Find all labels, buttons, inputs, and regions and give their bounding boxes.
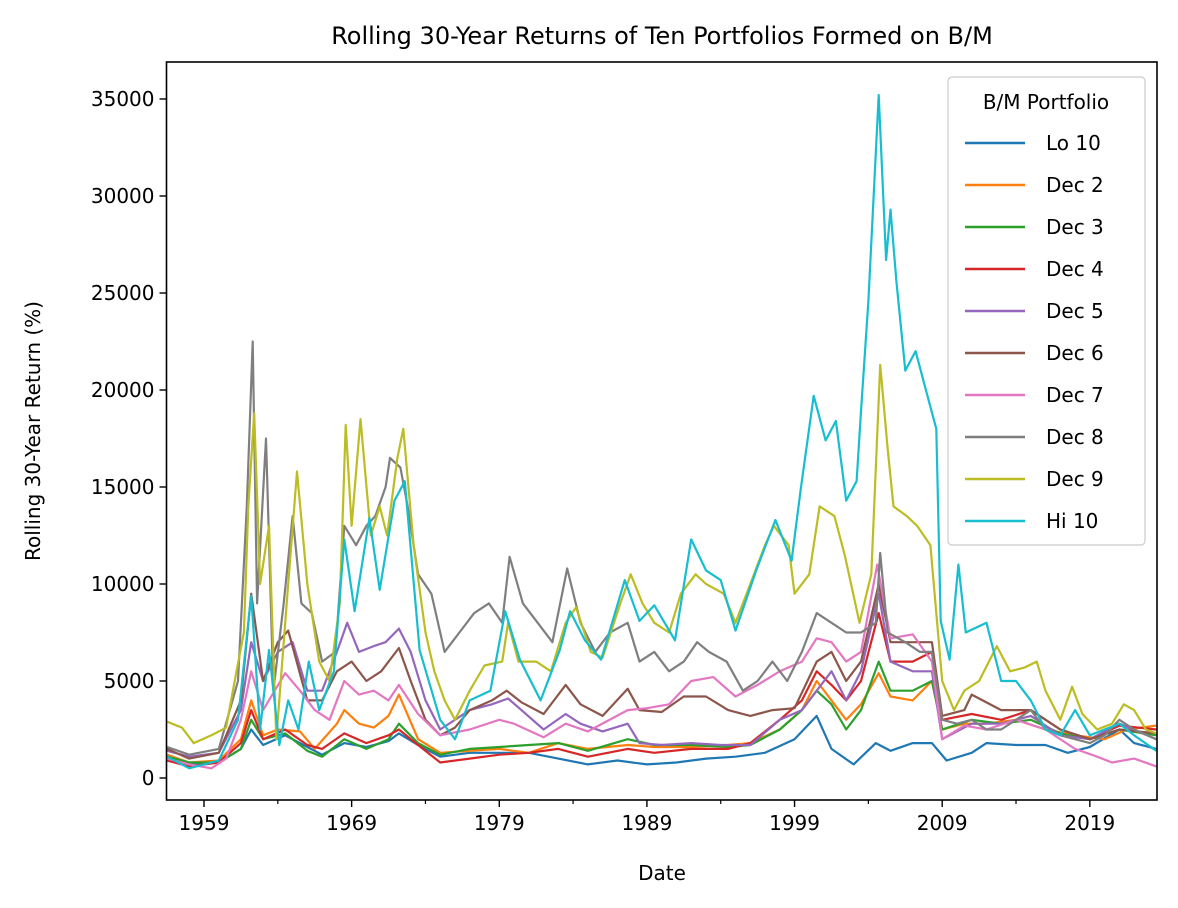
legend-entry-label: Dec 3	[1046, 215, 1104, 239]
x-tick-label: 1989	[621, 811, 672, 835]
legend-entry-label: Dec 5	[1046, 299, 1104, 323]
legend-entry-label: Dec 4	[1046, 257, 1104, 281]
legend-entry-label: Dec 6	[1046, 341, 1104, 365]
y-tick-label: 0	[142, 766, 155, 790]
y-tick-label: 35000	[91, 87, 155, 111]
legend: B/M Portfolio Lo 10 Dec 2 Dec 3 Dec 4 Dec 5 D…	[947, 76, 1146, 546]
legend-entry-label: Lo 10	[1046, 131, 1101, 155]
y-axis-label: Rolling 30-Year Return (%)	[21, 301, 45, 561]
legend-entry-label: Dec 9	[1046, 467, 1104, 491]
y-tick-label: 30000	[91, 184, 155, 208]
legend-entry-label: Dec 7	[1046, 383, 1104, 407]
series-line-lo-10	[166, 714, 1157, 766]
series-line-dec-7	[166, 563, 1157, 770]
x-axis-label: Date	[638, 861, 686, 885]
y-tick-label: 20000	[91, 378, 155, 402]
series-line-dec-9	[166, 363, 1157, 745]
series-layer	[166, 94, 1157, 770]
x-axis: 1959 1969 1979 1989 1999 2009 2019	[179, 800, 1115, 835]
x-tick-label: 1959	[179, 811, 230, 835]
legend-entry-label: Hi 10	[1046, 509, 1098, 533]
legend-entry-label: Dec 8	[1046, 425, 1104, 449]
y-tick-label: 5000	[104, 669, 155, 693]
x-tick-label: 2009	[917, 811, 968, 835]
x-tick-label: 1969	[326, 811, 377, 835]
series-line-dec-8	[166, 340, 1157, 756]
series-line-dec-6	[166, 582, 1157, 760]
plot-frame	[165, 61, 1158, 801]
y-tick-label: 25000	[91, 281, 155, 305]
x-tick-label: 2019	[1064, 811, 1115, 835]
series-line-hi-10	[166, 94, 1157, 770]
chart-title: Rolling 30-Year Returns of Ten Portfolio…	[331, 22, 993, 50]
y-tick-label: 15000	[91, 475, 155, 499]
y-tick-label: 10000	[91, 572, 155, 596]
legend-box	[947, 76, 1146, 546]
x-tick-label: 1999	[769, 811, 820, 835]
legend-title: B/M Portfolio	[983, 90, 1109, 114]
legend-entry-label: Dec 2	[1046, 173, 1104, 197]
x-tick-label: 1979	[474, 811, 525, 835]
y-axis: 0 5000 10000 15000 20000 25000 30000 35000	[91, 87, 167, 790]
